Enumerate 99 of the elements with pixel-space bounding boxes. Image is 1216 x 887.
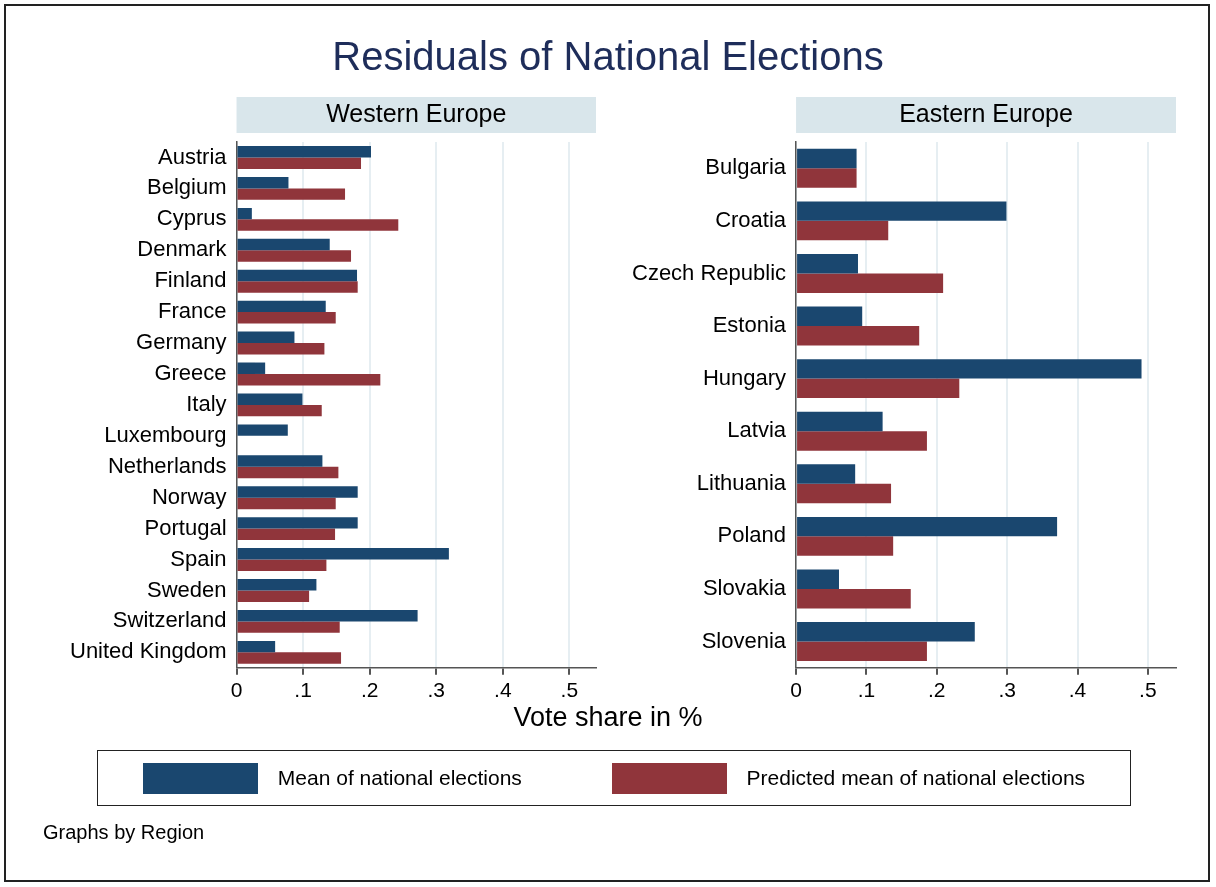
- bar: [237, 559, 327, 571]
- bar: [797, 569, 839, 589]
- x-tick-label: .5: [1139, 678, 1157, 702]
- y-tick-label: Slovenia: [701, 627, 787, 653]
- bar: [797, 201, 1007, 221]
- bar: [237, 250, 352, 262]
- chart-subtitle: Western Europe: [326, 98, 507, 127]
- bar: [237, 404, 322, 417]
- x-tick-label: .4: [494, 678, 512, 702]
- y-tick-label: Poland: [717, 522, 787, 548]
- bar: [237, 393, 303, 405]
- bar: [237, 157, 362, 169]
- bar: [237, 331, 295, 344]
- y-tick-label: Slovakia: [702, 574, 787, 600]
- bar: [797, 483, 892, 504]
- bar: [237, 640, 276, 653]
- y-tick-label: Spain: [170, 545, 227, 571]
- bar: [797, 588, 911, 609]
- bar: [237, 486, 358, 498]
- bar: [237, 373, 381, 386]
- text: Graphs by Region: [43, 821, 205, 844]
- bar: [237, 609, 418, 622]
- bar: [237, 300, 326, 313]
- text: Predicted mean of national elections: [746, 766, 1086, 790]
- y-tick-label: Czech Republic: [632, 259, 787, 285]
- y-tick-label: Switzerland: [112, 607, 227, 633]
- text: Mean of national elections: [277, 766, 522, 790]
- bar: [237, 269, 358, 282]
- x-tick-label: .2: [360, 678, 379, 702]
- y-tick-label: Latvia: [727, 417, 787, 443]
- y-tick-label: Netherlands: [107, 452, 227, 478]
- bar: [797, 326, 920, 346]
- bar: [237, 238, 330, 251]
- bar: [797, 378, 960, 399]
- bar: [237, 312, 336, 324]
- bar: [237, 466, 339, 479]
- y-tick-label: Austria: [158, 143, 228, 169]
- bar: [797, 516, 1058, 537]
- y-tick-label: Denmark: [137, 236, 228, 262]
- x-tick-label: .5: [560, 678, 579, 702]
- chart-subtitle: Eastern Europe: [899, 98, 1073, 127]
- bar: [797, 168, 857, 188]
- bar: [797, 220, 889, 241]
- y-tick-label: Sweden: [147, 576, 227, 602]
- y-tick-label: Greece: [154, 360, 227, 386]
- bar: [797, 254, 858, 274]
- y-tick-label: Bulgaria: [705, 154, 787, 180]
- y-tick-label: Finland: [154, 267, 227, 293]
- bar: [797, 536, 894, 556]
- bar: [237, 219, 399, 231]
- bar: [237, 424, 288, 436]
- bar: [797, 464, 856, 484]
- x-tick-label: .1: [294, 678, 312, 702]
- y-tick-label: Luxembourg: [104, 421, 227, 447]
- y-tick-label: Germany: [136, 329, 227, 355]
- y-tick-label: Croatia: [715, 206, 787, 232]
- bar: [797, 622, 975, 642]
- bar: [237, 146, 371, 158]
- y-tick-label: United Kingdom: [69, 638, 227, 664]
- x-tick-label: .1: [857, 678, 876, 702]
- x-tick-label: 0: [790, 678, 802, 702]
- x-tick-label: .3: [427, 678, 445, 702]
- bar: [237, 281, 358, 293]
- chart-title: Residuals of National Elections: [331, 34, 885, 79]
- bar: [237, 362, 266, 374]
- x-tick-label: .2: [928, 678, 946, 702]
- bar: [237, 188, 346, 200]
- bar: [797, 641, 927, 661]
- bar: [237, 621, 340, 633]
- y-tick-label: Italy: [186, 390, 227, 416]
- bar: [237, 517, 358, 529]
- bar: [237, 528, 336, 541]
- y-tick-label: France: [158, 298, 227, 324]
- bar: [797, 148, 857, 169]
- y-tick-label: Portugal: [144, 514, 227, 540]
- bar: [237, 579, 317, 591]
- y-tick-label: Estonia: [712, 312, 787, 338]
- x-tick-label: .4: [1068, 678, 1087, 702]
- bar: [797, 411, 883, 432]
- x-tick-label: 0: [230, 678, 243, 702]
- bar: [237, 207, 252, 220]
- bar: [237, 497, 336, 510]
- y-tick-label: Lithuania: [696, 469, 787, 495]
- y-tick-label: Hungary: [702, 364, 787, 390]
- x-tick-label: .3: [998, 678, 1016, 702]
- bar: [237, 455, 323, 467]
- bar: [237, 652, 342, 664]
- bar: [237, 343, 325, 355]
- bar: [797, 306, 863, 327]
- bar: [797, 273, 944, 293]
- bar: [237, 590, 310, 602]
- bar: [797, 431, 927, 451]
- y-tick-label: Norway: [151, 483, 227, 509]
- bar: [237, 176, 289, 189]
- y-tick-label: Belgium: [147, 174, 227, 200]
- x-axis-title: Vote share in %: [512, 702, 704, 733]
- y-tick-label: Cyprus: [156, 205, 227, 231]
- bar: [237, 548, 449, 560]
- bar: [797, 359, 1142, 379]
